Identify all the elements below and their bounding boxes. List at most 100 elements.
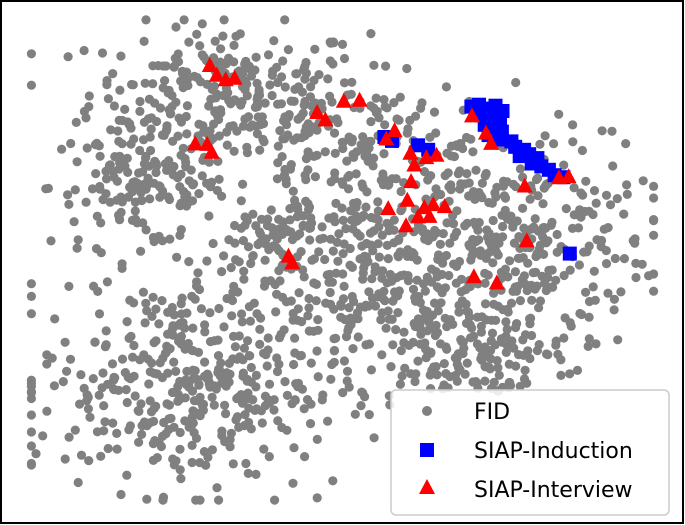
- fid-point: [612, 194, 622, 204]
- fid-point: [574, 260, 585, 270]
- fid-point: [369, 226, 379, 236]
- fid-point: [293, 204, 303, 215]
- fid-point: [588, 282, 598, 292]
- fid-point: [237, 398, 248, 408]
- fid-point: [315, 234, 325, 244]
- fid-point: [287, 399, 297, 409]
- fid-point: [621, 139, 631, 149]
- siap-interview-point: [560, 168, 577, 184]
- fid-point: [260, 255, 270, 265]
- fid-point: [219, 15, 229, 25]
- fid-point: [534, 244, 544, 254]
- fid-point: [172, 252, 182, 262]
- fid-point: [204, 379, 214, 389]
- fid-point: [318, 390, 328, 400]
- fid-point: [202, 256, 212, 266]
- fid-point: [297, 317, 307, 327]
- fid-point: [212, 185, 222, 196]
- fid-point: [397, 371, 407, 381]
- fid-point: [373, 239, 383, 249]
- fid-point: [339, 281, 349, 291]
- fid-point: [113, 126, 123, 136]
- fid-point: [263, 333, 273, 343]
- fid-point: [610, 253, 620, 264]
- fid-point: [269, 405, 279, 415]
- fid-point: [364, 136, 374, 147]
- fid-point: [292, 231, 302, 241]
- fid-point: [246, 362, 256, 373]
- fid-point: [94, 309, 105, 319]
- fid-point: [491, 192, 501, 202]
- fid-point: [420, 338, 430, 348]
- fid-point: [73, 235, 83, 245]
- fid-point: [351, 202, 361, 212]
- fid-point: [293, 304, 303, 314]
- fid-point: [325, 287, 335, 298]
- fid-point: [578, 190, 588, 200]
- fid-point: [299, 404, 309, 414]
- siap-induction-point: [562, 246, 577, 261]
- fid-point: [515, 296, 526, 306]
- fid-point: [239, 343, 249, 353]
- fid-point: [379, 95, 389, 105]
- fid-point: [159, 417, 169, 428]
- siap-interview-point: [201, 57, 218, 72]
- siap-interview-point: [351, 91, 368, 107]
- fid-point: [209, 81, 219, 91]
- fid-point: [525, 353, 535, 364]
- siap-interview-point: [464, 107, 480, 123]
- fid-point: [452, 376, 462, 386]
- fid-point: [446, 180, 456, 190]
- fid-point: [341, 224, 351, 234]
- fid-point: [184, 176, 194, 186]
- fid-point: [267, 90, 277, 101]
- fid-point: [143, 354, 153, 364]
- fid-point: [476, 327, 486, 337]
- fid-point: [325, 299, 336, 309]
- fid-point: [180, 154, 190, 164]
- fid-point: [92, 211, 102, 221]
- fid-point: [482, 225, 492, 235]
- fid-point: [162, 124, 172, 134]
- fid-point: [553, 349, 563, 359]
- fid-point: [351, 169, 361, 179]
- fid-point: [26, 393, 36, 404]
- fid-point: [136, 195, 146, 205]
- fid-point: [145, 132, 155, 142]
- fid-point: [426, 171, 436, 181]
- fid-point: [549, 139, 559, 149]
- fid-point: [406, 369, 416, 379]
- fid-point: [112, 176, 122, 186]
- fid-point: [87, 184, 98, 194]
- legend-fid-marker: [422, 406, 432, 416]
- fid-point: [183, 338, 193, 349]
- fid-point: [289, 359, 299, 370]
- fid-point: [304, 223, 314, 233]
- fid-point: [225, 121, 235, 132]
- fid-point: [314, 247, 324, 257]
- fid-point: [347, 262, 357, 272]
- fid-point: [216, 358, 226, 368]
- fid-point: [128, 177, 138, 188]
- fid-point: [349, 297, 359, 307]
- fid-point: [79, 45, 89, 56]
- fid-point: [305, 419, 316, 429]
- fid-point: [267, 70, 277, 80]
- fid-point: [422, 326, 433, 336]
- fid-point: [325, 37, 335, 47]
- fid-point: [460, 221, 470, 231]
- fid-point: [112, 444, 122, 454]
- fid-point: [26, 49, 36, 59]
- fid-point: [303, 165, 313, 175]
- fid-point: [480, 171, 490, 181]
- fid-point: [181, 201, 192, 211]
- fid-point: [589, 186, 600, 196]
- fid-point: [462, 358, 472, 368]
- fid-point: [163, 192, 173, 202]
- fid-point: [330, 217, 340, 227]
- fid-point: [151, 369, 161, 379]
- fid-point: [95, 181, 105, 192]
- fid-point: [195, 495, 205, 505]
- fid-point: [361, 202, 371, 212]
